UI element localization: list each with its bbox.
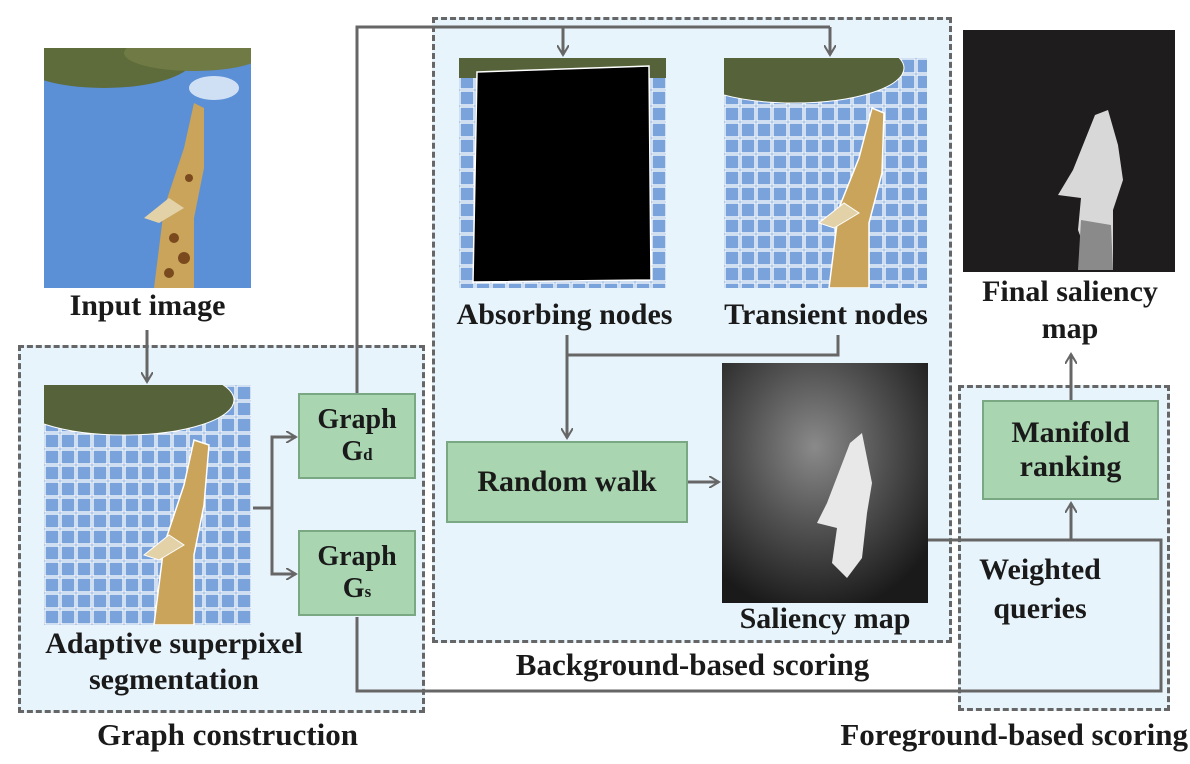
final-saliency-image — [963, 30, 1175, 272]
saliency-map-image — [722, 363, 928, 603]
final-saliency-label-line2: map — [1041, 312, 1099, 345]
weighted-queries-label-line1: Weighted — [979, 553, 1101, 586]
weighted-queries-label-line2: queries — [993, 592, 1087, 625]
graph-gd-label: Graph — [317, 403, 397, 435]
manifold-label-line2: ranking — [1019, 450, 1122, 483]
final-saliency-label-line1: Final saliency — [982, 275, 1158, 308]
absorbing-nodes-image — [459, 58, 666, 288]
input-image-label: Input image — [69, 289, 226, 322]
background-scoring-label: Background-based scoring — [515, 647, 870, 682]
graph-construction-label: Graph construction — [97, 717, 358, 752]
graph-construction-border — [18, 345, 425, 713]
graph-gs-subscript: s — [364, 582, 372, 601]
random-walk-box: Random walk — [446, 441, 688, 523]
graph-gs-symbol: G — [342, 573, 365, 604]
saliency-map-label: Saliency map — [739, 602, 911, 635]
graph-gs-label: Graph — [317, 540, 397, 572]
segmentation-image — [44, 385, 251, 625]
manifold-label-line1: Manifold — [1011, 415, 1130, 449]
background-scoring-border — [432, 17, 952, 643]
manifold-ranking-box: Manifold ranking — [982, 400, 1159, 500]
transient-nodes-label: Transient nodes — [724, 298, 928, 331]
graph-gd-box: Graph Gd — [298, 393, 416, 479]
input-image — [44, 48, 251, 288]
graph-gs-box: Graph Gs — [298, 530, 416, 616]
graph-gd-subscript: d — [363, 445, 373, 464]
segmentation-label-line1: Adaptive superpixel — [45, 627, 303, 660]
foreground-scoring-border — [958, 385, 1170, 711]
transient-nodes-image — [724, 58, 927, 288]
graph-gd-symbol: G — [341, 436, 364, 467]
foreground-scoring-label: Foreground-based scoring — [840, 717, 1188, 752]
random-walk-label: Random walk — [477, 464, 657, 498]
segmentation-label-line2: segmentation — [89, 663, 259, 696]
absorbing-nodes-label: Absorbing nodes — [456, 298, 673, 331]
